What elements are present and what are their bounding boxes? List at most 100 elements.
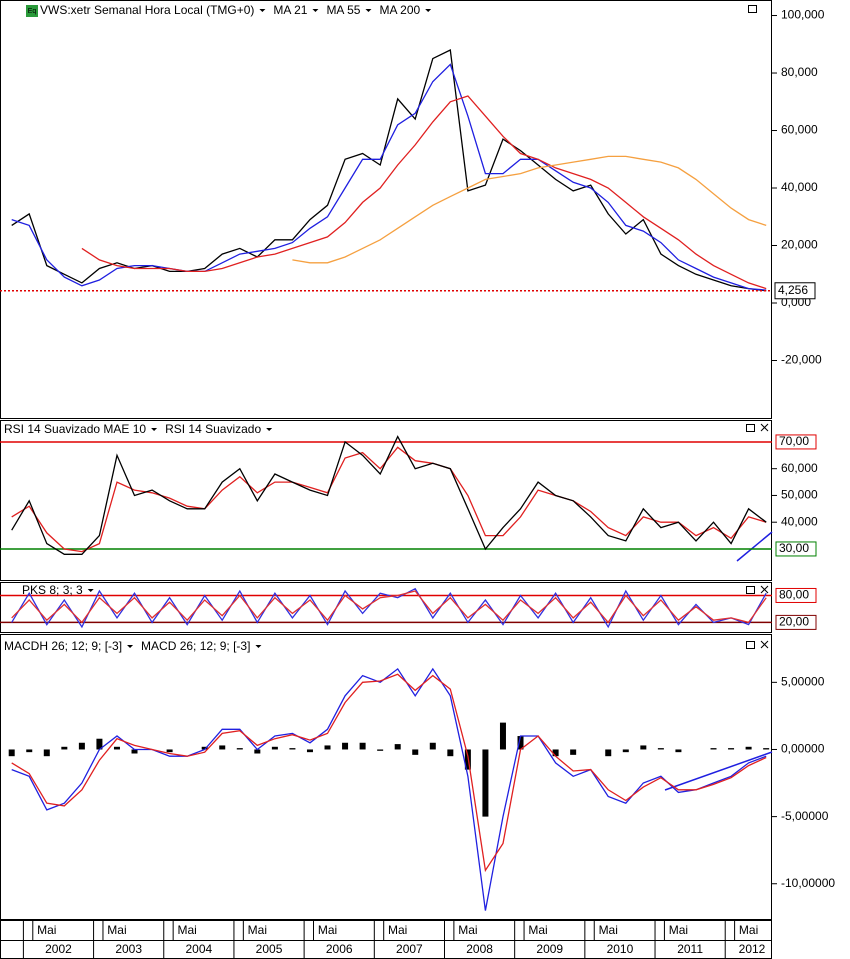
dropdown-arrow <box>312 9 319 12</box>
level-box <box>775 614 817 630</box>
histogram-bar <box>499 722 506 750</box>
histogram-bar <box>745 746 752 750</box>
histogram-bar <box>271 746 278 750</box>
histogram-bar <box>289 748 296 750</box>
badge <box>26 5 38 17</box>
series-line <box>11 673 767 873</box>
y-tick-label: 0,00000 <box>781 742 825 756</box>
pks-panel <box>0 582 772 633</box>
legend-label: MA 21 <box>273 3 307 17</box>
legend-label: MACDH 26; 12; 9; [-3] <box>4 639 122 653</box>
series-line <box>11 667 767 911</box>
histogram-bar <box>236 748 243 750</box>
histogram-bar <box>517 736 524 750</box>
histogram-bar <box>359 742 366 750</box>
series-line <box>11 446 767 553</box>
histogram-bar <box>43 749 50 757</box>
year-label: 2002 <box>45 942 72 956</box>
year-label: 2008 <box>466 942 493 956</box>
legend-label: MA 200 <box>379 3 420 17</box>
month-label: Mai <box>248 923 267 937</box>
level-label: 30,00 <box>779 541 809 555</box>
histogram-bar <box>429 742 436 750</box>
series-line <box>11 590 767 624</box>
dropdown-arrow <box>127 645 134 648</box>
month-label: Mai <box>528 923 547 937</box>
histogram-bar <box>728 748 735 750</box>
month-label: Mai <box>177 923 196 937</box>
month-label: Mai <box>37 923 56 937</box>
maximize-icon[interactable] <box>746 586 755 594</box>
y-tick-label: 40,000 <box>781 180 818 194</box>
last-price-label: 4,256 <box>778 283 808 297</box>
y-tick-label: -10,00000 <box>781 876 835 890</box>
trend-line <box>664 751 773 791</box>
dropdown-arrow <box>365 9 372 12</box>
legend-label: PKS 8; 3; 3 <box>22 583 83 597</box>
dropdown-arrow <box>425 9 432 12</box>
frames <box>0 0 772 959</box>
badge-label: Eq <box>28 8 37 15</box>
year-label: 2003 <box>115 942 142 956</box>
legend-label: RSI 14 Suavizado MAE 10 <box>4 422 146 436</box>
histogram-bar <box>324 745 331 750</box>
histogram-bar <box>113 746 120 750</box>
histogram-bar <box>96 738 103 750</box>
histogram-bar <box>8 749 15 757</box>
level-box <box>775 587 817 603</box>
close-icon[interactable] <box>760 585 769 594</box>
series-line <box>11 435 767 555</box>
month-label: Mai <box>669 923 688 937</box>
level-label: 80,00 <box>779 588 809 602</box>
year-label: 2010 <box>607 942 634 956</box>
histogram-bar <box>201 746 208 750</box>
dropdown-arrow <box>266 428 273 431</box>
dropdown-arrow <box>255 645 262 648</box>
year-label: 2004 <box>185 942 212 956</box>
histogram-bar <box>622 749 629 753</box>
histogram-bar <box>605 749 612 757</box>
histogram-bar <box>763 748 770 750</box>
panel-icons <box>746 5 769 649</box>
histogram-bar <box>640 745 647 750</box>
dropdown-arrow <box>87 589 94 592</box>
histogram-bar <box>61 746 68 750</box>
y-tick-label: 100,000 <box>781 8 825 22</box>
trend-line <box>736 531 773 562</box>
level-box <box>775 434 817 450</box>
legend-label: VWS:xetr Semanal Hora Local (TMG+0) <box>40 3 254 17</box>
histogram-bar <box>166 749 173 753</box>
year-label: 2007 <box>396 942 423 956</box>
histogram-bar <box>377 749 384 751</box>
y-tick-label: 60,000 <box>781 123 818 137</box>
y-tick-label: 20,000 <box>781 238 818 252</box>
last-price-box <box>774 282 816 300</box>
series-line <box>11 63 767 291</box>
close-icon[interactable] <box>760 640 769 649</box>
histogram-bar <box>552 749 559 757</box>
histogram-bar <box>570 749 577 755</box>
maximize-icon[interactable] <box>746 424 755 432</box>
price-panel <box>0 0 772 419</box>
maximize-icon[interactable] <box>748 5 757 13</box>
close-icon[interactable] <box>760 423 769 432</box>
maximize-icon[interactable] <box>746 641 755 649</box>
level-box <box>775 541 817 557</box>
y-tick-label: -5,00000 <box>781 809 829 823</box>
y-tick-label: 80,000 <box>781 65 818 79</box>
y-tick-label: 60,000 <box>781 461 818 475</box>
y-tick-label: 5,00000 <box>781 675 825 689</box>
series-line <box>11 587 767 629</box>
year-label: 2006 <box>326 942 353 956</box>
trend-lines <box>664 531 773 791</box>
year-label: 2011 <box>677 942 703 956</box>
y-tick-label: -20,000 <box>781 353 822 367</box>
histogram-bar <box>394 744 401 750</box>
legend-label: MACD 26; 12; 9; [-3] <box>141 639 250 653</box>
histogram-bar <box>710 748 717 750</box>
month-label: Mai <box>599 923 618 937</box>
y-tick-label: 40,000 <box>781 514 818 528</box>
legend-label: MA 55 <box>326 3 360 17</box>
